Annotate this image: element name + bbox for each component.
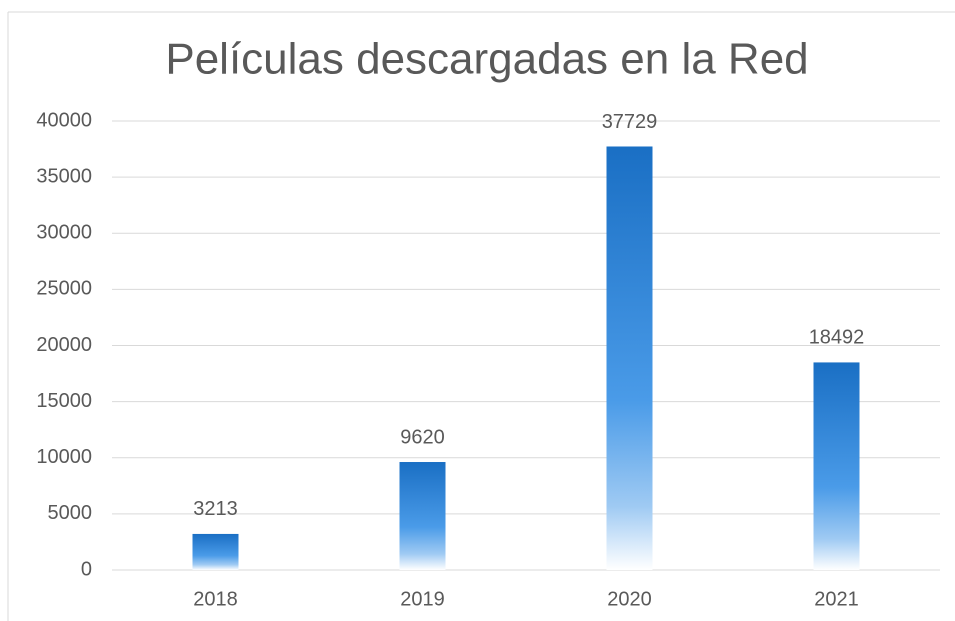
bar xyxy=(606,146,653,570)
x-tick-label: 2019 xyxy=(400,588,445,610)
y-tick-label: 40000 xyxy=(36,109,92,131)
data-label: 37729 xyxy=(602,111,658,133)
data-label: 9620 xyxy=(400,426,445,448)
bar xyxy=(192,533,239,570)
bar xyxy=(399,462,446,570)
y-tick-label: 10000 xyxy=(36,446,92,468)
bar xyxy=(813,362,860,570)
data-label: 18492 xyxy=(809,327,865,349)
chart-title: Películas descargadas en la Red xyxy=(165,35,808,84)
y-tick-label: 25000 xyxy=(36,278,92,300)
data-label: 3213 xyxy=(193,498,238,520)
x-tick-label: 2020 xyxy=(607,588,652,610)
x-tick-label: 2018 xyxy=(193,588,238,610)
y-tick-label: 15000 xyxy=(36,390,92,412)
y-tick-label: 5000 xyxy=(48,502,93,524)
x-tick-label: 2021 xyxy=(814,588,859,610)
y-tick-label: 0 xyxy=(81,558,92,580)
y-tick-label: 30000 xyxy=(36,222,92,244)
y-tick-label: 35000 xyxy=(36,165,92,187)
y-tick-label: 20000 xyxy=(36,334,92,356)
